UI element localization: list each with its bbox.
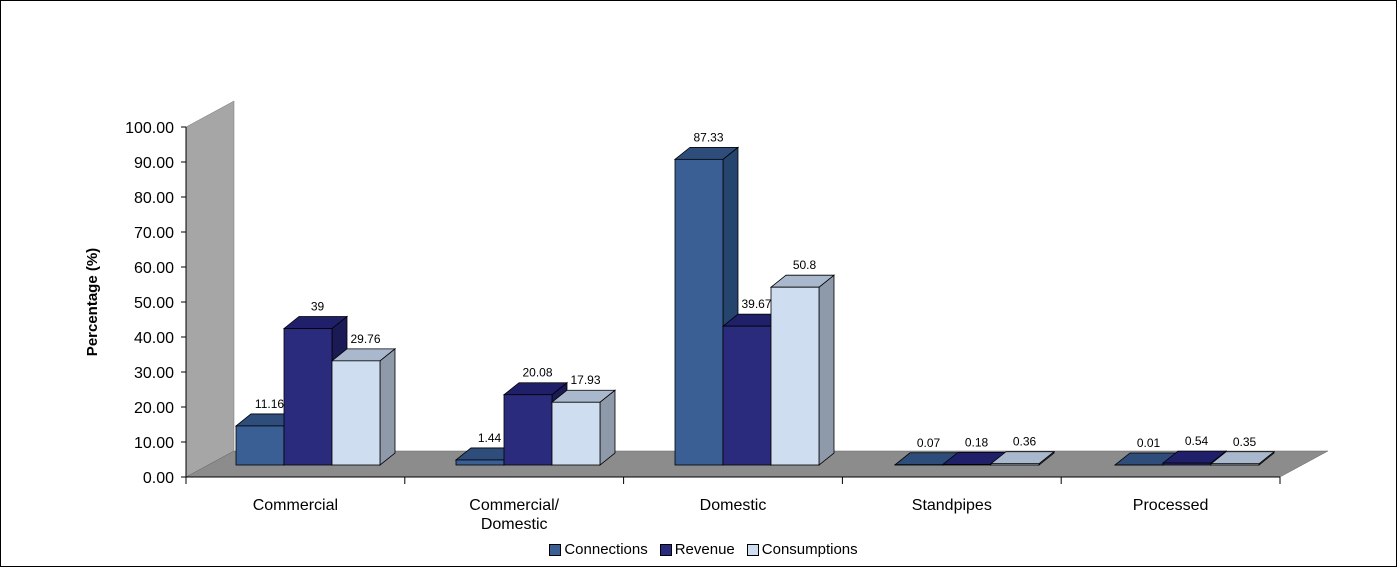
legend-swatch [659,543,672,556]
data-label: 39 [311,300,325,314]
legend-label: Consumptions [761,541,858,558]
data-label: 50.8 [793,258,817,272]
legend-item-connections: Connections [549,541,648,558]
data-label: 0.01 [1137,436,1161,450]
legend-item-revenue: Revenue [659,541,735,558]
x-category-label: Commercial [253,497,338,514]
data-label: 0.35 [1233,435,1257,449]
y-tick-label: 80.00 [134,190,174,207]
bar-consumptions [551,401,601,466]
bar-consumptions [1210,463,1260,466]
bar-consumptions [331,360,381,466]
data-label: 0.07 [917,436,941,450]
bar-revenue [283,328,333,466]
data-label: 0.54 [1185,434,1209,448]
y-tick-label: 30.00 [134,365,174,382]
data-label: 29.76 [350,332,380,346]
legend-item-consumptions: Consumptions [746,541,858,558]
y-axis-title: Percentage (%) [84,248,101,356]
bar-connections [235,425,285,466]
bar-connections [674,158,724,466]
bar-revenue [722,325,772,466]
bar-side-consumptions [818,274,835,466]
legend-label: Revenue [674,541,735,558]
y-tick-label: 60.00 [134,260,174,277]
data-label: 87.33 [693,130,723,144]
y-tick-label: 100.00 [125,120,174,137]
bar-side-consumptions [599,389,616,466]
data-label: 17.93 [570,373,600,387]
data-label: 20.08 [522,366,552,380]
data-label: 0.18 [965,435,989,449]
x-category-label: Standpipes [912,497,992,514]
bar-consumptions [770,286,820,466]
y-tick-label: 50.00 [134,295,174,312]
y-tick-label: 90.00 [134,155,174,172]
y-tick-label: 20.00 [134,400,174,417]
data-label: 1.44 [478,431,502,445]
y-tick-label: 70.00 [134,225,174,242]
data-label: 11.16 [255,397,284,411]
legend-swatch [746,543,759,556]
data-label: 0.36 [1013,435,1037,449]
y-tick-label: 0.00 [143,470,174,487]
bar-revenue [503,394,553,466]
x-category-label: Domestic [481,516,548,533]
x-category-label: Domestic [700,497,767,514]
legend: Connections Revenue Consumptions [0,541,1397,558]
bar-side-consumptions [379,348,396,466]
legend-swatch [549,543,562,556]
back-wall [185,100,235,478]
y-tick-label: 10.00 [134,435,174,452]
bar-revenue [942,463,992,466]
bar-connections [455,459,505,466]
legend-label: Connections [564,541,648,558]
bar-revenue [1162,462,1212,466]
bar-consumptions [990,463,1040,466]
x-category-label: Commercial/ [469,497,559,514]
y-tick-label: 40.00 [134,330,174,347]
x-category-label: Processed [1133,497,1209,514]
data-label: 39.67 [741,297,771,311]
